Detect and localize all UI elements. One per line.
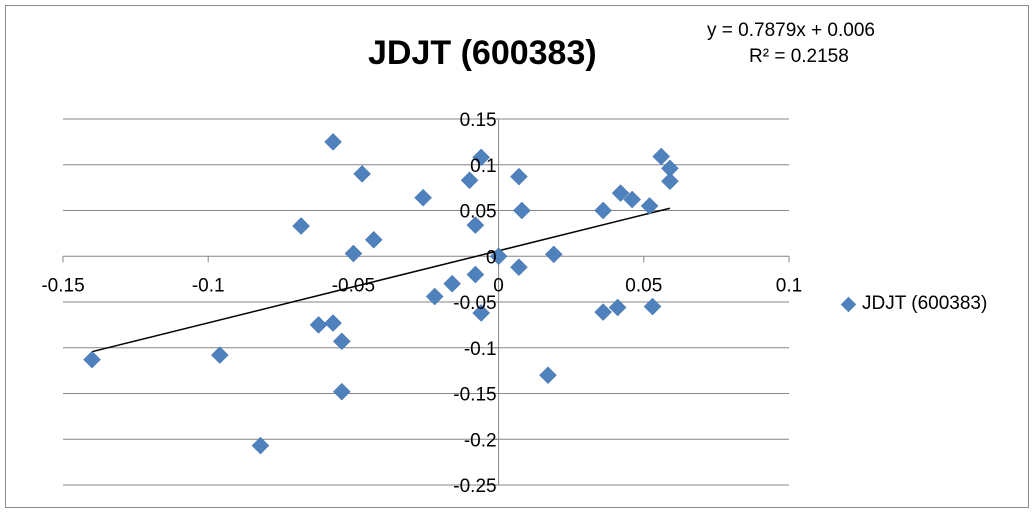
legend-diamond-icon bbox=[840, 296, 857, 312]
data-point bbox=[251, 436, 270, 455]
data-point bbox=[332, 332, 351, 351]
trendline-equation: y = 0.7879x + 0.006 bbox=[707, 20, 875, 41]
data-point bbox=[466, 265, 485, 284]
y-tick-label: 0.1 bbox=[470, 156, 496, 177]
x-tick-label: 0 bbox=[493, 275, 504, 296]
data-point bbox=[472, 148, 491, 167]
data-point bbox=[594, 201, 612, 220]
y-tick-label: -0.15 bbox=[453, 385, 496, 406]
data-point bbox=[652, 147, 671, 166]
data-point bbox=[83, 350, 101, 369]
data-point bbox=[512, 201, 531, 220]
y-tick-label: 0.05 bbox=[460, 202, 497, 223]
legend-label: JDJT (600383) bbox=[862, 293, 988, 314]
data-point bbox=[324, 314, 342, 332]
x-tick-label: 0.1 bbox=[776, 275, 802, 296]
trendline-r-squared: R² = 0.2158 bbox=[749, 46, 849, 67]
x-tick-label: -0.15 bbox=[41, 275, 84, 296]
data-point bbox=[539, 366, 557, 385]
legend: JDJT (600383) bbox=[840, 293, 988, 315]
data-point bbox=[210, 346, 229, 364]
y-tick-label: 0 bbox=[486, 247, 497, 268]
trendline-path bbox=[91, 207, 671, 353]
data-point bbox=[466, 216, 485, 234]
y-tick-label: -0.05 bbox=[453, 293, 496, 314]
data-point bbox=[594, 303, 612, 321]
data-point bbox=[608, 298, 627, 317]
data-point bbox=[414, 188, 432, 207]
data-point bbox=[661, 172, 679, 191]
data-point bbox=[510, 258, 528, 277]
data-point bbox=[544, 245, 563, 264]
x-tick-label: -0.1 bbox=[192, 275, 225, 296]
data-point bbox=[292, 217, 310, 235]
data-point bbox=[443, 274, 461, 293]
data-point bbox=[344, 244, 363, 263]
data-point bbox=[324, 133, 342, 151]
gridlines bbox=[63, 118, 789, 486]
trendline bbox=[91, 207, 671, 353]
y-tick-label: 0.15 bbox=[460, 110, 497, 131]
data-point bbox=[332, 382, 351, 401]
data-point bbox=[460, 171, 479, 190]
y-tick-label: -0.1 bbox=[464, 339, 497, 360]
data-point bbox=[640, 197, 659, 215]
chart-title: JDJT (600383) bbox=[368, 34, 597, 72]
data-point bbox=[510, 167, 528, 186]
x-tick-label: -0.05 bbox=[332, 275, 375, 296]
x-tick-label: 0.05 bbox=[625, 275, 662, 296]
data-point bbox=[425, 287, 444, 306]
data-point bbox=[309, 316, 328, 334]
data-point bbox=[643, 297, 662, 316]
data-point bbox=[611, 184, 630, 202]
y-tick-label: -0.2 bbox=[464, 430, 497, 451]
y-tick-label: -0.25 bbox=[453, 476, 496, 497]
data-points bbox=[83, 133, 679, 455]
data-point bbox=[623, 190, 642, 209]
data-point bbox=[353, 165, 371, 183]
x-tick-labels: -0.15 -0.1 -0.05 0 0.05 0.1 bbox=[41, 275, 802, 296]
data-point bbox=[489, 247, 508, 266]
y-tick-labels: 0.15 0.1 0.05 0 -0.05 -0.1 -0.15 -0.2 -0.25 bbox=[453, 110, 496, 497]
data-point bbox=[364, 230, 383, 249]
data-point bbox=[472, 304, 491, 322]
